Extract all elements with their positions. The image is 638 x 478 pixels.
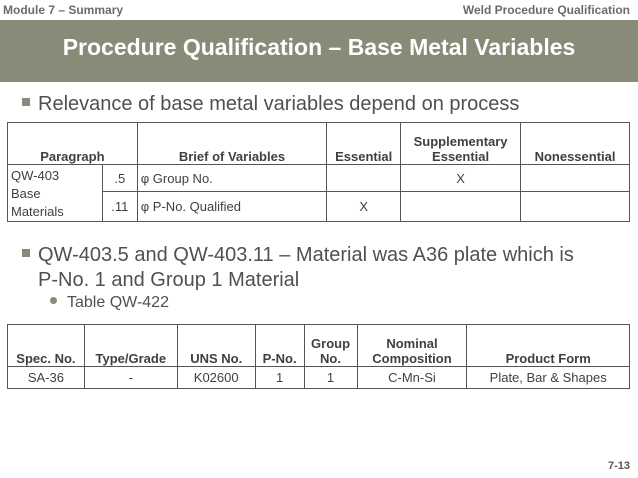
table-qw-422: Spec. No. Type/Grade UNS No. P-No. Group… — [7, 324, 630, 389]
sub-paragraph-cell: .11 — [101, 191, 138, 222]
header-nonessential: Nonessential — [520, 122, 630, 165]
nonessential-cell — [520, 191, 630, 222]
header-brief-of-variables: Brief of Variables — [136, 122, 328, 165]
spec-cell: SA-36 — [7, 366, 85, 389]
uns-cell: K02600 — [176, 366, 256, 389]
paragraph-group-cell: QW-403 Base Materials — [7, 164, 103, 222]
table-row: SA-36 - K02600 1 1 C-Mn-Si Plate, Bar & … — [7, 366, 630, 389]
square-bullet-icon — [22, 248, 30, 257]
header-group-no: Group No. — [303, 324, 358, 367]
header-type-grade: Type/Grade — [83, 324, 178, 367]
table-row: .11 φ P-No. Qualified X — [8, 191, 630, 222]
slide-title: Procedure Qualification – Base Metal Var… — [62, 34, 576, 60]
brief-cell: φ P-No. Qualified — [136, 191, 328, 222]
sub-bullet-1-text: Table QW-422 — [67, 294, 169, 311]
square-bullet-icon — [22, 97, 30, 106]
section-label: Weld Procedure Qualification — [462, 3, 630, 17]
bullet-2-line-2: P-No. 1 and Group 1 Material — [38, 269, 300, 291]
table-row: QW-403 Base Materials .5 φ Group No. X — [7, 163, 630, 222]
type-cell: - — [83, 366, 178, 389]
product-form-cell: Plate, Bar & Shapes — [466, 366, 630, 389]
header-essential: Essential — [326, 122, 402, 165]
bullet-2: QW-403.5 and QW-403.11 – Material was A3… — [22, 243, 574, 293]
header-spec-no: Spec. No. — [7, 324, 85, 367]
sub-bullet-1: Table QW-422 — [50, 294, 169, 312]
round-bullet-icon — [50, 297, 57, 305]
top-bar: Module 7 – Summary Weld Procedure Qualif… — [0, 0, 638, 20]
supplementary-cell: X — [400, 163, 522, 193]
bullet-1-text: Relevance of base metal variables depend… — [38, 93, 520, 115]
header-product-form: Product Form — [466, 324, 630, 367]
group-cell: 1 — [303, 366, 358, 389]
essential-cell: X — [326, 191, 402, 222]
base-metal-variables-table: Paragraph Brief of Variables Essential S… — [7, 122, 630, 222]
module-label: Module 7 – Summary — [3, 3, 124, 17]
supplementary-cell — [400, 191, 522, 222]
header-p-no: P-No. — [254, 324, 305, 367]
header-uns-no: UNS No. — [176, 324, 256, 367]
brief-cell: φ Group No. — [136, 163, 328, 193]
title-bar: Procedure Qualification – Base Metal Var… — [0, 20, 638, 82]
bullet-2-line-1: QW-403.5 and QW-403.11 – Material was A3… — [38, 244, 574, 266]
table-header-row: Spec. No. Type/Grade UNS No. P-No. Group… — [7, 324, 630, 367]
composition-cell: C-Mn-Si — [356, 366, 468, 389]
essential-cell — [326, 163, 402, 193]
pno-cell: 1 — [254, 366, 305, 389]
sub-paragraph-cell: .5 — [101, 163, 138, 193]
bullet-1: Relevance of base metal variables depend… — [22, 93, 519, 116]
nonessential-cell — [520, 163, 630, 193]
header-supplementary-essential: Supplementary Essential — [400, 122, 522, 165]
page-number: 7-13 — [607, 460, 630, 472]
header-nominal-composition: Nominal Composition — [356, 324, 468, 367]
header-paragraph: Paragraph — [7, 122, 138, 165]
table-header-row: Paragraph Brief of Variables Essential S… — [7, 122, 630, 165]
